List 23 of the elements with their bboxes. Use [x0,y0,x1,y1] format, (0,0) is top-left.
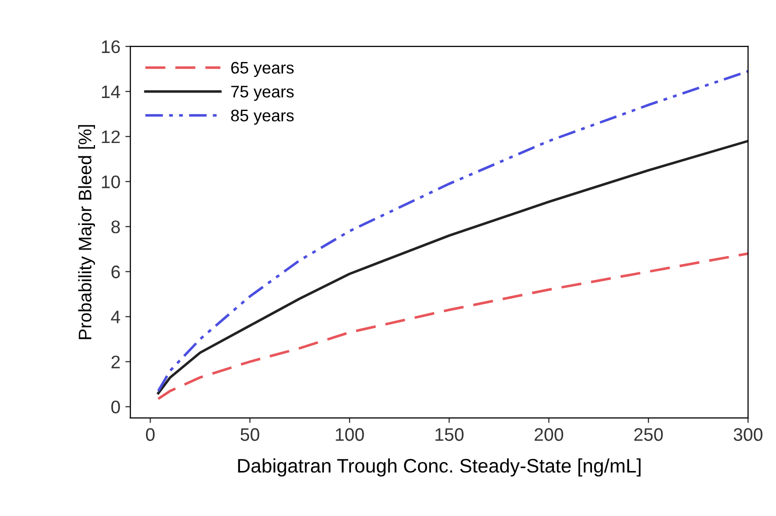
legend-label: 75 years [231,86,294,101]
x-tick-label: 250 [634,428,663,441]
x-tick-label: 50 [240,428,260,441]
legend-label: 65 years [231,62,294,77]
x-tick-label: 300 [734,428,762,441]
legend-label: 85 years [231,110,294,125]
y-tick-label: 16 [102,40,120,54]
y-tick-label: 14 [102,86,120,98]
y-tick-label: 8 [111,220,120,234]
y-axis-title: Probability Major Bleed [%] [78,125,96,340]
y-tick-label: 6 [112,266,120,278]
y-tick-label: 10 [102,175,120,188]
x-tick-label: 150 [435,428,464,441]
x-tick-label: 0 [146,428,155,441]
y-tick-label: 4 [111,310,120,324]
y-tick-label: 0 [111,400,120,414]
y-tick-label: 12 [102,130,120,144]
x-tick-label: 100 [336,428,364,441]
x-tick-label: 200 [534,428,564,441]
line-series [157,140,748,394]
y-tick-label: 2 [112,356,120,368]
line-series [157,252,748,400]
x-axis-title: Dabigatran Trough Conc. Steady-State [ng/mL] [238,458,641,477]
